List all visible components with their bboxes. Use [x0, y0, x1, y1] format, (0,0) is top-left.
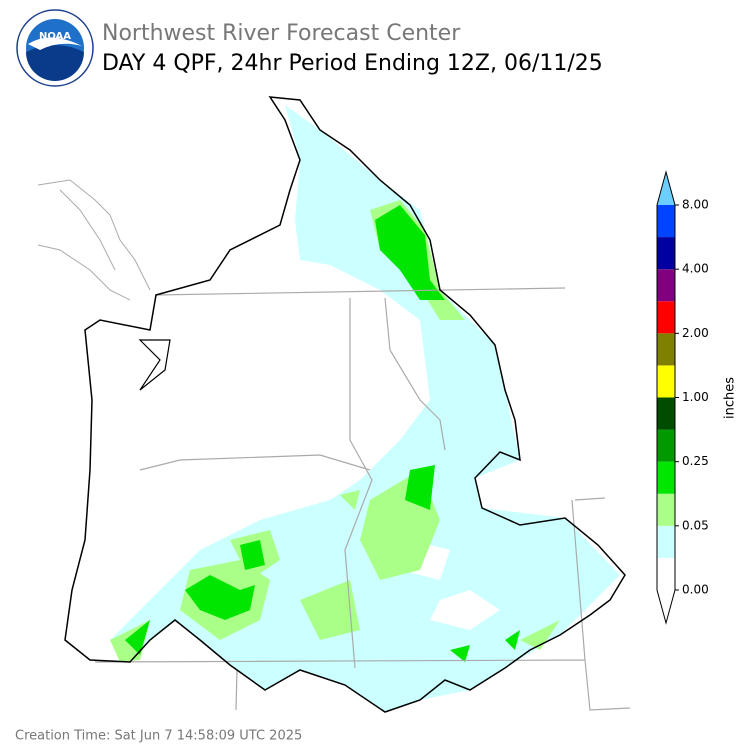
- colorbar-tick-label: 1.00: [682, 390, 709, 404]
- colorbar-segment: [657, 301, 675, 334]
- colorbar-segment: [657, 557, 675, 590]
- colorbar-segment: [657, 429, 675, 462]
- colorbar-tick-label: 0.25: [682, 454, 709, 468]
- map: [37, 96, 631, 713]
- logo-text: NOAA: [39, 31, 71, 42]
- colorbar-tick-label: 4.00: [682, 262, 709, 276]
- colorbar-segment: [657, 397, 675, 430]
- colorbar-over: [657, 172, 675, 205]
- colorbar-segment: [657, 365, 675, 398]
- agency-name: Northwest River Forecast Center: [102, 21, 461, 46]
- colorbar-segment: [657, 493, 675, 526]
- colorbar-tick-label: 2.00: [682, 326, 709, 340]
- colorbar-segment: [657, 269, 675, 302]
- creation-time: Creation Time: Sat Jun 7 14:58:09 UTC 20…: [15, 729, 302, 744]
- colorbar-segment: [657, 461, 675, 494]
- colorbar-tick-label: 0.00: [682, 583, 709, 597]
- colorbar: 0.00 0.05 0.25 1.00 2.00 4.00 8.00: [656, 170, 709, 625]
- colorbar-segment: [657, 237, 675, 270]
- map-title: DAY 4 QPF, 24hr Period Ending 12Z, 06/11…: [102, 51, 603, 76]
- colorbar-tick-label: 0.05: [682, 518, 709, 532]
- colorbar-under: [657, 590, 675, 623]
- noaa-logo: NOAA: [16, 9, 94, 87]
- colorbar-tick-label: 8.00: [682, 198, 709, 212]
- colorbar-segment: [657, 525, 675, 558]
- colorbar-segment: [657, 205, 675, 238]
- colorbar-label: inches: [723, 377, 738, 419]
- colorbar-segment: [657, 333, 675, 366]
